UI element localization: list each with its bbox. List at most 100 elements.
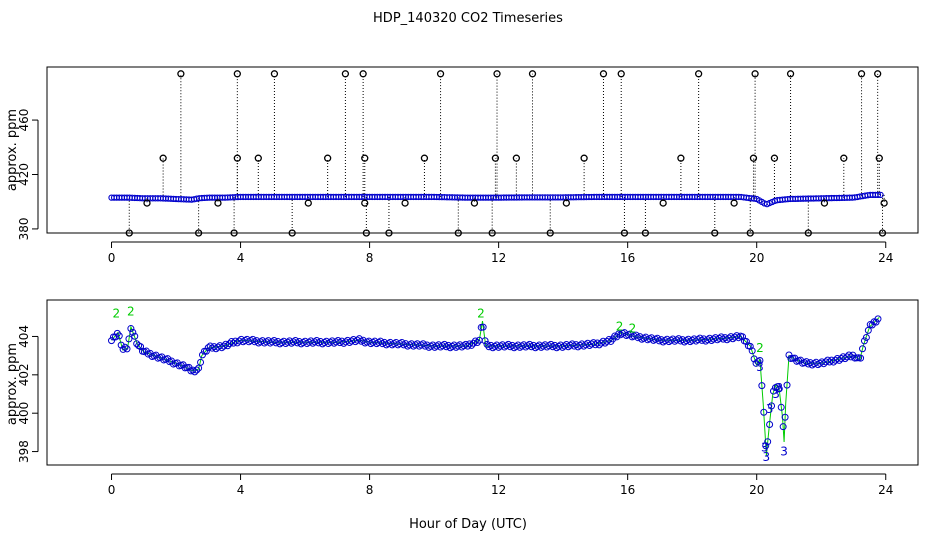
top-spike-point-low <box>230 229 238 237</box>
top-spike-point-near <box>401 199 409 207</box>
bottom-series-point <box>845 351 853 359</box>
top-spike-point-low <box>878 229 887 237</box>
top-spike-point-high <box>177 70 185 78</box>
top-y-axis-label: approx. ppm <box>5 109 20 191</box>
bottom-series-point <box>874 315 882 323</box>
top-spike-point-high <box>270 70 279 78</box>
bottom-series-point <box>758 382 766 390</box>
top-spike-point-near <box>562 199 571 207</box>
chart-title: HDP_140320 CO2 Timeseries <box>373 11 563 26</box>
top-spike-point-high <box>694 70 703 78</box>
bottom-series-point <box>859 345 867 353</box>
bottom-label-three: 3 <box>761 441 769 455</box>
bottom-series-point <box>291 337 299 345</box>
top-spike-point-mid <box>159 154 167 162</box>
bottom-series-point <box>779 423 787 431</box>
top-spike-point-high <box>436 70 445 78</box>
top-spike-point-near <box>820 199 829 207</box>
bottom-series-point <box>773 383 781 391</box>
bottom-series-point <box>748 347 756 355</box>
top-spike-point-high <box>751 70 759 78</box>
bottom-series-point <box>224 342 232 350</box>
top-spike-point-low <box>194 229 203 237</box>
top-spike-point-low <box>125 229 133 237</box>
bottom-series-point <box>334 336 342 344</box>
bottom-series-point <box>857 354 865 362</box>
top-x-tick-label: 8 <box>366 251 374 265</box>
bottom-series-point <box>479 323 487 331</box>
bottom-series-point <box>603 337 611 345</box>
bottom-series-point <box>802 358 810 366</box>
bottom-series-point <box>764 438 772 446</box>
bottom-x-tick-label: 24 <box>878 483 893 497</box>
bottom-series-point <box>483 340 491 348</box>
top-spike-point-high <box>874 70 882 78</box>
bottom-series-point <box>568 340 576 348</box>
bottom-x-tick-label: 8 <box>366 483 374 497</box>
bottom-series-point <box>197 358 205 366</box>
top-spike-point-low <box>454 229 462 237</box>
bottom-series-point <box>129 328 137 336</box>
bottom-series-point <box>742 338 750 346</box>
top-spike-point-mid <box>875 154 883 162</box>
bottom-series-point <box>471 337 479 345</box>
top-spike-point-high <box>493 70 501 78</box>
bottom-series-point <box>777 403 785 411</box>
bottom-series-point <box>746 342 754 350</box>
bottom-series-point <box>137 343 145 351</box>
top-spike-point-high <box>528 70 537 78</box>
bottom-series-point <box>775 385 783 393</box>
bottom-series-point <box>111 333 119 341</box>
bottom-series-point <box>547 340 555 348</box>
bottom-y-axis-label: approx. ppm <box>5 343 20 425</box>
bottom-series-point <box>108 337 116 345</box>
bottom-series-point <box>768 402 776 410</box>
top-spike-point-low <box>641 229 650 237</box>
x-axis-label: Hour of Day (UTC) <box>409 517 527 532</box>
bottom-y-tick-label: 404 <box>17 325 31 348</box>
bottom-label-three: 3 <box>780 444 788 458</box>
bottom-series-point <box>605 336 613 344</box>
top-spike-point-mid <box>580 154 588 162</box>
bottom-series-point <box>735 334 743 342</box>
bottom-x-tick-label: 20 <box>749 483 764 497</box>
bottom-series-point <box>860 337 868 345</box>
bottom-x-tick-label: 12 <box>491 483 506 497</box>
top-spike-point-near <box>470 199 479 207</box>
bottom-label-three: 3 <box>766 402 774 416</box>
top-spike-point-near <box>659 199 667 207</box>
bottom-series-point <box>313 337 321 345</box>
top-baseline-point <box>874 191 882 199</box>
top-spike-point-near <box>730 199 738 207</box>
bottom-series-point <box>504 340 512 348</box>
top-y-tick-label: 380 <box>17 217 31 240</box>
top-x-tick-label: 24 <box>878 251 893 265</box>
top-spike-point-near <box>143 199 151 207</box>
top-spike-point-near <box>880 199 888 207</box>
bottom-series-point <box>202 347 210 355</box>
top-spike-point-low <box>288 229 296 237</box>
top-spike-point-high <box>617 70 625 78</box>
bottom-series-point <box>440 340 448 348</box>
top-spike-point-low <box>362 229 371 237</box>
top-spike-point-high <box>786 70 795 78</box>
bottom-y-tick-label: 400 <box>17 402 31 425</box>
bottom-series-point <box>198 351 206 359</box>
bottom-series-point <box>220 342 228 350</box>
top-spike-point-mid <box>840 154 848 162</box>
bottom-series-point <box>464 342 472 350</box>
bottom-series-point <box>115 332 123 340</box>
top-spike-point-high <box>857 70 866 78</box>
bottom-series-point <box>739 333 747 341</box>
bottom-y-tick-label: 402 <box>17 363 31 386</box>
bottom-label-two: 2 <box>616 320 624 334</box>
top-spike-point-high <box>341 70 350 78</box>
panel-top: approx. ppm 0 4 8 12 16 20 24 380 420 460 <box>5 66 919 265</box>
top-y-tick-label: 420 <box>17 163 31 186</box>
bottom-x-tick-label: 4 <box>237 483 245 497</box>
bottom-series-point <box>125 335 133 343</box>
top-spike-point-mid <box>512 154 521 162</box>
